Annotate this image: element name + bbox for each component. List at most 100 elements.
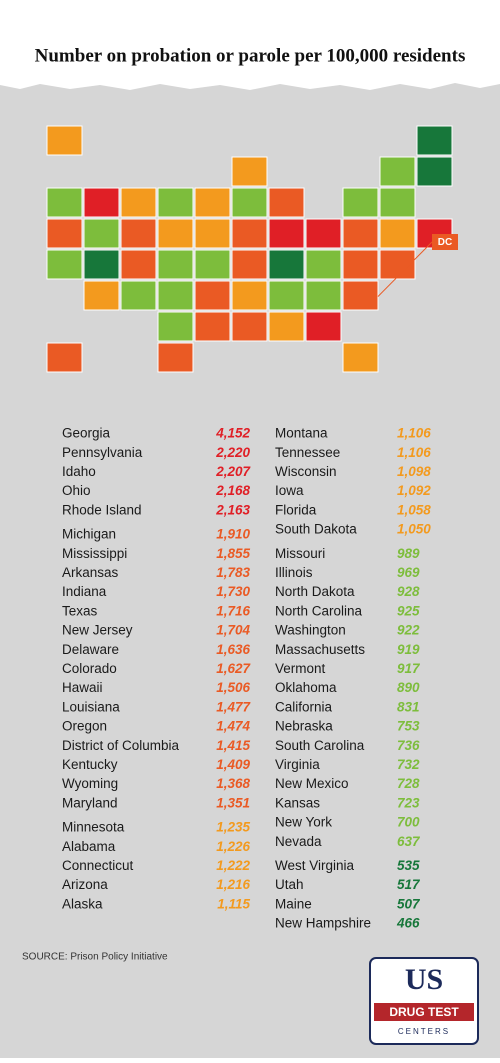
state-tile xyxy=(268,249,305,280)
state-name: North Dakota xyxy=(275,584,355,599)
state-name: Missouri xyxy=(275,546,325,561)
state-value: 1,058 xyxy=(397,502,431,517)
state-value: 1,910 xyxy=(216,527,250,542)
state-name: North Carolina xyxy=(275,603,363,618)
source: SOURCE: Prison Policy Initiative xyxy=(22,952,168,963)
state-value: 1,226 xyxy=(216,839,250,854)
state-tile xyxy=(46,187,83,218)
state-name: Washington xyxy=(275,623,346,638)
state-tile xyxy=(416,156,453,187)
state-value: 1,222 xyxy=(216,858,250,873)
state-tile xyxy=(120,218,157,249)
state-value: 1,368 xyxy=(216,776,250,791)
state-tile xyxy=(342,187,379,218)
state-value: 2,163 xyxy=(215,502,250,517)
state-value: 1,730 xyxy=(216,584,250,599)
state-name: Arkansas xyxy=(62,565,119,580)
state-value: 989 xyxy=(397,546,420,561)
list: Georgia 4,152 Pennsylvania 2,220 Idaho 2,207 O… xyxy=(62,426,431,931)
state-value: 728 xyxy=(397,776,420,791)
state-value: 736 xyxy=(397,738,420,753)
state-tile xyxy=(231,249,268,280)
state-value: 922 xyxy=(397,623,420,638)
map: DC xyxy=(46,125,458,373)
state-tile xyxy=(120,187,157,218)
state-name: Arizona xyxy=(62,877,108,892)
state-value: 925 xyxy=(397,603,420,618)
logo-main: US xyxy=(405,963,443,996)
state-tile xyxy=(305,218,342,249)
state-value: 1,477 xyxy=(216,699,251,714)
state-name: Delaware xyxy=(62,642,119,657)
state-tile xyxy=(416,125,453,156)
state-name: Alabama xyxy=(62,839,116,854)
state-name: Idaho xyxy=(62,464,96,479)
state-tile xyxy=(83,218,120,249)
logo-frame xyxy=(369,957,479,1045)
state-name: Oklahoma xyxy=(275,680,337,695)
state-tile xyxy=(342,342,379,373)
state-tile xyxy=(157,342,194,373)
state-value: 1,409 xyxy=(216,757,250,772)
state-name: California xyxy=(275,699,333,714)
state-tile xyxy=(342,280,379,311)
state-name: Virginia xyxy=(275,757,320,772)
state-value: 1,216 xyxy=(216,877,250,892)
state-name: Kansas xyxy=(275,795,320,810)
state-value: 1,050 xyxy=(397,522,431,537)
state-value: 890 xyxy=(397,680,420,695)
state-value: 466 xyxy=(396,916,420,931)
state-name: Nevada xyxy=(275,834,322,849)
state-value: 732 xyxy=(397,757,420,772)
state-value: 1,092 xyxy=(397,483,431,498)
state-value: 1,855 xyxy=(216,546,250,561)
state-name: Alaska xyxy=(62,896,103,911)
state-value: 1,106 xyxy=(397,426,431,441)
state-value: 1,506 xyxy=(216,680,250,695)
state-value: 517 xyxy=(397,877,421,892)
state-name: Wyoming xyxy=(62,776,118,791)
state-value: 917 xyxy=(397,661,421,676)
state-value: 1,098 xyxy=(397,464,431,479)
state-value: 1,106 xyxy=(397,445,431,460)
state-tile xyxy=(379,156,416,187)
state-name: Illinois xyxy=(275,565,313,580)
state-tile xyxy=(194,218,231,249)
state-name: Montana xyxy=(275,426,328,441)
state-value: 700 xyxy=(397,815,420,830)
state-tile xyxy=(46,125,83,156)
state-value: 2,220 xyxy=(215,445,250,460)
state-tile xyxy=(194,187,231,218)
state-value: 969 xyxy=(397,565,420,580)
state-tile xyxy=(157,311,194,342)
state-name: Iowa xyxy=(275,483,304,498)
state-tile xyxy=(379,218,416,249)
logo-line2: CENTERS xyxy=(398,1027,450,1036)
state-tile xyxy=(194,311,231,342)
state-name: Oregon xyxy=(62,719,107,734)
state-tile xyxy=(120,280,157,311)
state-tile xyxy=(268,187,305,218)
state-value: 1,415 xyxy=(216,738,250,753)
state-name: Massachusetts xyxy=(275,642,365,657)
state-name: Georgia xyxy=(62,426,111,441)
state-tile xyxy=(231,218,268,249)
state-value: 1,636 xyxy=(216,642,250,657)
state-tile xyxy=(83,280,120,311)
state-value: 1,783 xyxy=(216,565,250,580)
state-tile xyxy=(46,342,83,373)
state-value: 1,627 xyxy=(216,661,251,676)
dc-label: DC xyxy=(438,237,452,248)
state-tile xyxy=(83,249,120,280)
title: Number on probation or parole per 100,00… xyxy=(35,45,466,66)
state-name: Colorado xyxy=(62,661,117,676)
state-tile xyxy=(46,218,83,249)
state-tile xyxy=(379,187,416,218)
state-value: 1,115 xyxy=(217,896,250,911)
state-tile xyxy=(231,187,268,218)
state-name: Vermont xyxy=(275,661,326,676)
state-value: 919 xyxy=(397,642,420,657)
state-tile xyxy=(83,187,120,218)
state-name: Indiana xyxy=(62,584,107,599)
